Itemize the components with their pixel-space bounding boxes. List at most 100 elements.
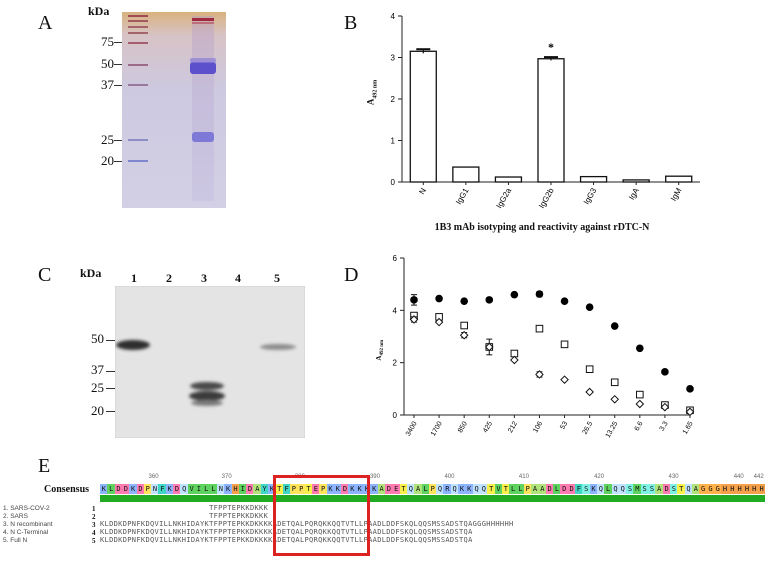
ruler-label: 370	[221, 474, 232, 480]
data-point-diamond	[459, 330, 469, 340]
consensus-residue: K	[370, 484, 379, 494]
panel-b-letter: B	[344, 12, 358, 34]
consensus-residue: Q	[450, 484, 459, 494]
consensus-residue: I	[195, 484, 203, 494]
consensus-residue: S	[648, 484, 656, 494]
row-number: 2	[92, 513, 96, 521]
row-number: 4	[92, 529, 96, 537]
bar	[579, 175, 608, 183]
consensus-residue: T	[399, 484, 408, 494]
consensus-residue: L	[421, 484, 430, 494]
y-tick-label: 1	[391, 137, 396, 146]
data-point-diamond	[409, 315, 419, 324]
bar	[665, 175, 693, 183]
consensus-residue: A	[691, 484, 700, 494]
panel-d-letter: D	[344, 264, 359, 286]
mw-marker-a: 50	[101, 56, 114, 71]
consensus-residue: K	[465, 484, 474, 494]
consensus-residue: S	[582, 484, 591, 494]
legend-item: 4. N C-Terminal	[3, 529, 49, 536]
consensus-residue: H	[743, 484, 751, 494]
y-tick-label: 0	[391, 178, 396, 187]
ruler-label: 410	[518, 474, 529, 480]
y-tick-label: 2	[393, 359, 398, 368]
x-tick-label: 425	[482, 420, 494, 434]
ruler-label: 420	[594, 474, 605, 480]
consensus-residue: P	[523, 484, 532, 494]
consensus-residue: R	[443, 484, 452, 494]
panel-a-letter: A	[38, 12, 53, 34]
sequence-row-4: KLDDKDPNFKDQVILLNKHIDAYKTFPPTEPKKDKKKKAD…	[100, 528, 473, 536]
x-tick-label: 13.25	[605, 420, 620, 439]
panel-b-caption: 1B3 mAb isotyping and reactivity against…	[434, 222, 650, 233]
consensus-residue: D	[173, 484, 181, 494]
x-tick-label: N	[417, 186, 428, 196]
consensus-residue: S	[670, 484, 678, 494]
consensus-residue: A	[414, 484, 423, 494]
consensus-label: Consensus	[44, 484, 90, 495]
consensus-residue: K	[333, 484, 342, 494]
isotype-bar-chart: 0 1 2 3 4 N IgG1 IgG2a IgG2b IgG3 IgA IgM *	[391, 12, 700, 210]
data-point-diamond	[660, 402, 670, 412]
panel-e-letter: E	[38, 455, 51, 477]
consensus-residue: Y	[260, 484, 269, 494]
x-tick-label: 6.6	[634, 420, 645, 432]
sequence-row-2: TFPPTEPKKDKKK	[100, 512, 269, 520]
consensus-residue: L	[516, 484, 525, 494]
data-point-square	[610, 378, 619, 387]
consensus-residue: F	[575, 484, 583, 494]
consensus-residue: D	[545, 484, 554, 494]
consensus-residue: H	[750, 484, 759, 494]
consensus-residue: K	[224, 484, 233, 494]
consensus-residue: K	[165, 484, 174, 494]
consensus-residue: Q	[618, 484, 627, 494]
data-point-square	[560, 340, 569, 349]
consensus-residue: H	[757, 484, 766, 494]
consensus-residue: D	[246, 484, 254, 494]
y-tick-label: 2	[391, 95, 396, 104]
panel-d-ylabel: A492 nm	[374, 339, 386, 361]
data-point-diamond	[585, 387, 594, 397]
mw-marker-a: 25	[101, 132, 114, 147]
sds-page-gel	[122, 12, 226, 208]
consensus-residue: H	[728, 484, 737, 494]
data-point-diamond	[610, 394, 620, 404]
consensus-residue: L	[202, 484, 211, 494]
consensus-residue: N	[216, 484, 225, 494]
blot-band-lane-3	[190, 382, 224, 390]
consensus-residue: A	[377, 484, 386, 494]
consensus-residue: K	[355, 484, 364, 494]
x-tick-label: 212	[507, 420, 519, 434]
x-tick-label: IgG1	[454, 186, 471, 206]
sample-lane	[190, 18, 216, 142]
panel-c-kda-label: kDa	[80, 266, 102, 280]
data-point-circle	[410, 296, 418, 304]
consensus-residue: T	[304, 484, 313, 494]
row-number: 5	[92, 537, 96, 545]
data-point-circle	[460, 297, 468, 305]
panel-b-ylabel: A492 nm	[365, 79, 379, 106]
legend-item: 1. SARS-COV-2	[3, 505, 50, 512]
consensus-residue: L	[107, 484, 116, 494]
data-point-square	[585, 365, 594, 374]
data-point-circle	[535, 290, 544, 298]
consensus-residue: E	[392, 484, 401, 494]
consensus-residue: K	[100, 484, 108, 494]
consensus-residue: S	[640, 484, 649, 494]
legend-item: 3. N recombinant	[3, 521, 53, 528]
consensus-residue: T	[677, 484, 686, 494]
consensus-residue: I	[238, 484, 247, 494]
ladder-lane	[128, 15, 148, 162]
consensus-residue: L	[604, 484, 613, 494]
epitope-highlight-box	[273, 475, 370, 556]
data-point-diamond	[484, 342, 494, 352]
x-tick-label: 850	[457, 420, 469, 434]
bar	[494, 176, 523, 183]
consensus-residue: T	[487, 484, 496, 494]
consensus-residue: L	[509, 484, 518, 494]
data-point-circle	[560, 297, 569, 305]
consensus-residue: D	[560, 484, 569, 494]
consensus-residue: F	[282, 484, 291, 494]
legend-item: 2. SARS	[3, 513, 28, 520]
consensus-residue: P	[319, 484, 328, 494]
